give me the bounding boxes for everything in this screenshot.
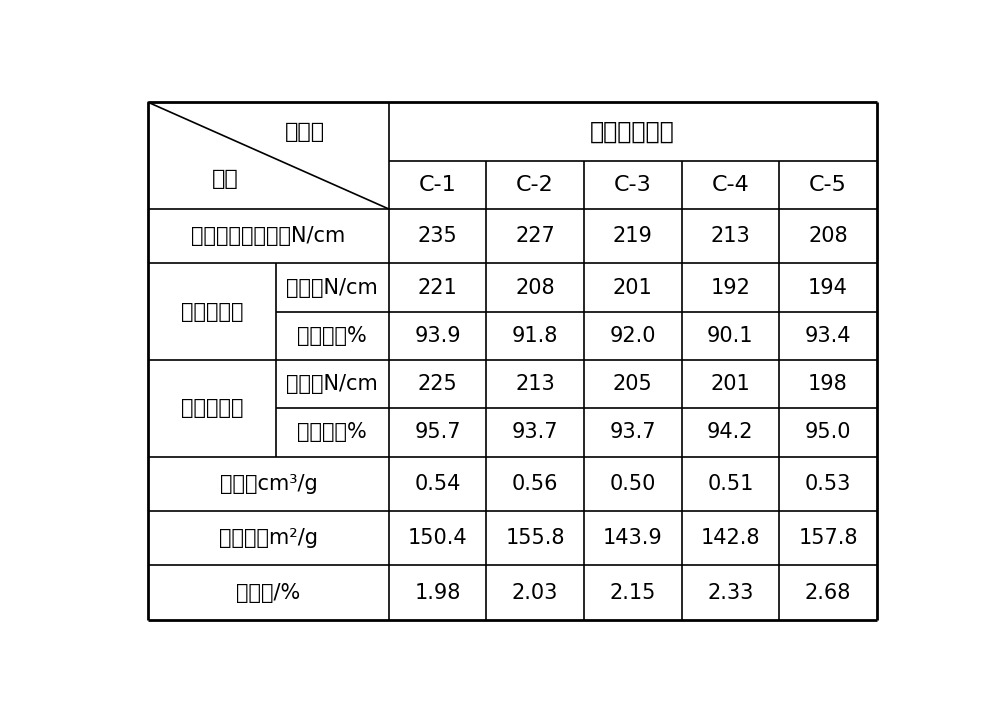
Text: C-2: C-2	[516, 174, 554, 194]
Text: 155.8: 155.8	[505, 528, 565, 548]
Text: 93.9: 93.9	[414, 326, 461, 346]
Text: 95.0: 95.0	[805, 423, 851, 443]
Text: 孔容，cm³/g: 孔容，cm³/g	[220, 474, 317, 494]
Text: 强度，N/cm: 强度，N/cm	[286, 374, 378, 394]
Text: 221: 221	[418, 277, 457, 297]
Text: 143.9: 143.9	[603, 528, 663, 548]
Text: 催化剂: 催化剂	[284, 122, 325, 142]
Text: 235: 235	[418, 226, 457, 246]
Text: C-5: C-5	[809, 174, 847, 194]
Text: 157.8: 157.8	[798, 528, 858, 548]
Text: C-1: C-1	[419, 174, 456, 194]
Text: 94.2: 94.2	[707, 423, 754, 443]
Text: 比表面，m²/g: 比表面，m²/g	[219, 528, 318, 548]
Text: 项目: 项目	[212, 169, 239, 189]
Text: 新鲜催化剂强度，N/cm: 新鲜催化剂强度，N/cm	[191, 226, 346, 246]
Text: 2.03: 2.03	[512, 583, 558, 603]
Text: 1.98: 1.98	[414, 583, 461, 603]
Text: 219: 219	[613, 226, 653, 246]
Text: 强度，N/cm: 强度，N/cm	[286, 277, 378, 297]
Text: 0.50: 0.50	[610, 474, 656, 494]
Text: 208: 208	[808, 226, 848, 246]
Text: 201: 201	[710, 374, 750, 394]
Text: 142.8: 142.8	[701, 528, 760, 548]
Text: 198: 198	[808, 374, 848, 394]
Text: C-4: C-4	[711, 174, 749, 194]
Text: 93.7: 93.7	[512, 423, 558, 443]
Text: 194: 194	[808, 277, 848, 297]
Text: 90.1: 90.1	[707, 326, 754, 346]
Text: 2.15: 2.15	[610, 583, 656, 603]
Text: 192: 192	[710, 277, 750, 297]
Text: 2.33: 2.33	[707, 583, 754, 603]
Text: 208: 208	[515, 277, 555, 297]
Text: 本发明催化剂: 本发明催化剂	[590, 119, 675, 144]
Text: 水热试验后: 水热试验后	[181, 398, 243, 418]
Text: C-3: C-3	[614, 174, 652, 194]
Text: 92.0: 92.0	[609, 326, 656, 346]
Text: 95.7: 95.7	[414, 423, 461, 443]
Text: 0.54: 0.54	[414, 474, 461, 494]
Text: 201: 201	[613, 277, 653, 297]
Text: 0.53: 0.53	[805, 474, 851, 494]
Text: 磨耗率/%: 磨耗率/%	[236, 583, 301, 603]
Text: 225: 225	[418, 374, 457, 394]
Text: 0.56: 0.56	[512, 474, 558, 494]
Text: 213: 213	[710, 226, 750, 246]
Text: 91.8: 91.8	[512, 326, 558, 346]
Text: 227: 227	[515, 226, 555, 246]
Text: 保留率，%: 保留率，%	[297, 326, 367, 346]
Text: 93.7: 93.7	[609, 423, 656, 443]
Text: 93.4: 93.4	[805, 326, 851, 346]
Text: 150.4: 150.4	[408, 528, 467, 548]
Text: 213: 213	[515, 374, 555, 394]
Text: 保留率，%: 保留率，%	[297, 423, 367, 443]
Text: 2.68: 2.68	[805, 583, 851, 603]
Text: 205: 205	[613, 374, 653, 394]
Text: 0.51: 0.51	[707, 474, 754, 494]
Text: 水煮试验后: 水煮试验后	[181, 302, 243, 322]
